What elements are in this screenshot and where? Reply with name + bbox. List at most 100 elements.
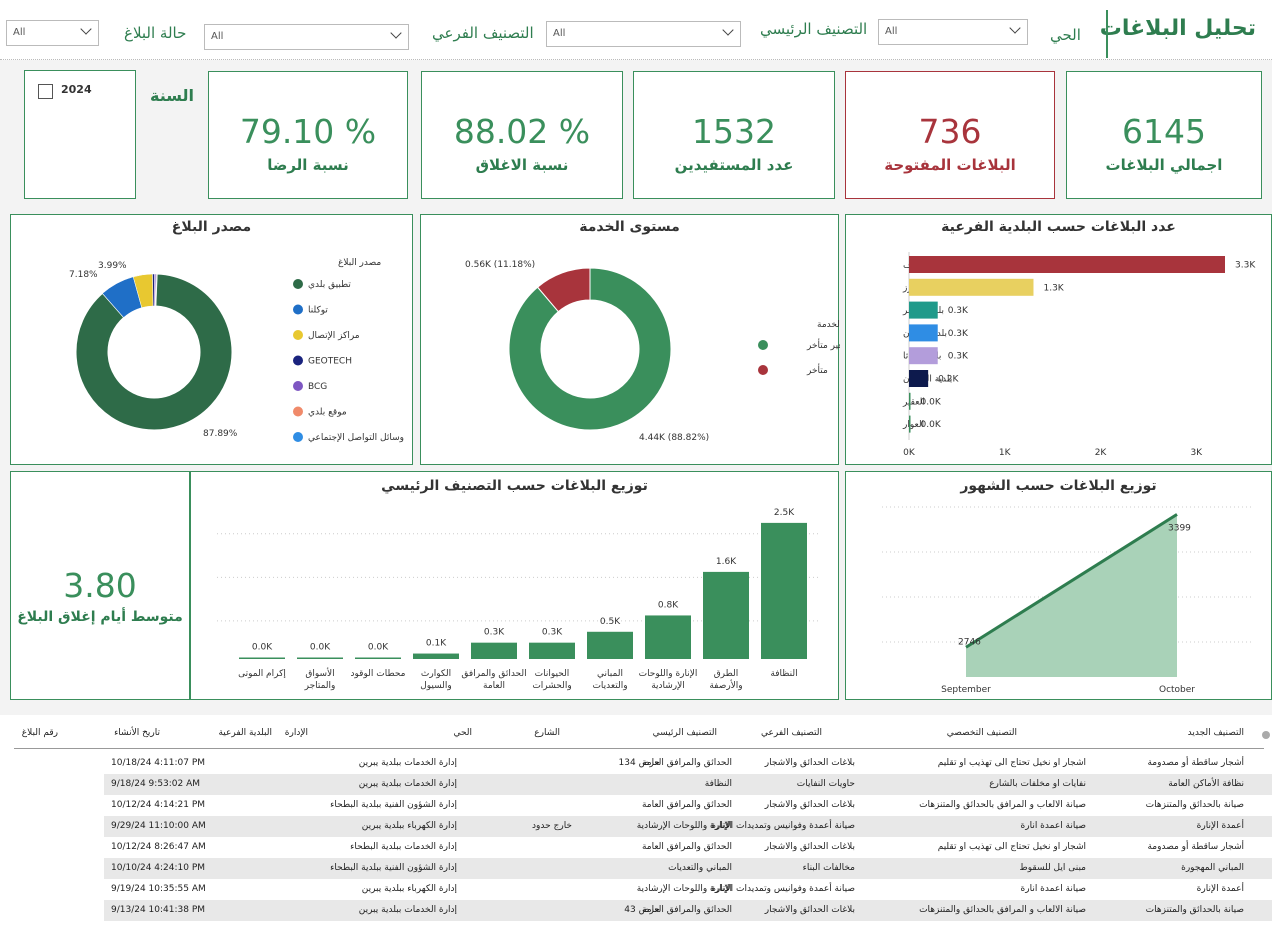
kpi-avg-days-card: 3.80 متوسط أيام إغلاق البلاغ (10, 471, 190, 700)
col-header-report-number[interactable]: رقم البلاغ (21, 728, 58, 738)
category-chart-card: توزيع البلاغات حسب التصنيف الرئيسي 2.5K ا… (190, 471, 839, 700)
table-row[interactable]: أشجار ساقطة أو مصدومة اشجار او نخيل تحتاج… (104, 837, 1272, 858)
legend-label: موقع بلدي (308, 408, 347, 418)
bar-value-label: 0.1K (426, 639, 447, 649)
col-header-main-category[interactable]: التصنيف الرئيسي (652, 728, 717, 738)
filter-value-district: All (885, 26, 898, 37)
table-cell-date: 10/10/24 4:24:10 PM (111, 863, 206, 873)
table-header-divider (14, 748, 1264, 749)
scroll-dot-icon[interactable] (1262, 731, 1270, 739)
x-tick-label: الطرق (714, 669, 739, 679)
table-cell-main: الحدائق والمرافق العامة (641, 800, 732, 810)
kpi-open-value: 736 (918, 112, 982, 151)
bar-value-label: 0.3K (484, 628, 505, 638)
table-cell-new: نظافة الأماكن العامة (1168, 779, 1244, 789)
filter-label-status: حالة البلاغ (124, 24, 187, 42)
table-cell-main: النظافة (704, 779, 732, 789)
table-cell-main: المباني والتعديات (668, 863, 732, 873)
year-checkbox[interactable] (38, 84, 53, 99)
chevron-down-icon (722, 24, 734, 36)
year-option-2024[interactable]: 2024 (61, 83, 92, 96)
col-header-admin[interactable]: الإدارة (284, 728, 308, 738)
table-cell-admin: إدارة الكهرباء ببلدية يبرين (361, 821, 457, 831)
legend-marker (293, 381, 303, 391)
bar (909, 324, 938, 342)
filter-select-status[interactable]: All (6, 20, 99, 46)
x-tick-label: والتعديات (592, 681, 627, 691)
col-header-street[interactable]: الشارع (534, 728, 560, 738)
x-tick-label: الحدائق والمرافق (461, 669, 526, 679)
year-label: السنة (150, 86, 195, 105)
table-cell-street: حرص 43 (624, 905, 660, 915)
table-cell-spec: صيانة اعمدة انارة (1020, 821, 1086, 831)
x-tick-label: September (941, 685, 991, 695)
table-row[interactable]: نظافة الأماكن العامة نفايات او مخلفات بال… (104, 774, 1272, 795)
col-header-municipality[interactable]: البلدية الفرعية (218, 728, 272, 738)
table-row[interactable]: المباني المهجورة مبنى ايل للسقوط مخالفات ا… (104, 858, 1272, 879)
chevron-down-icon (80, 23, 92, 35)
col-header-district[interactable]: الحي (453, 728, 472, 738)
filter-select-main-category[interactable]: All (546, 21, 741, 47)
col-header-sub-category[interactable]: التصنيف الفرعي (760, 728, 822, 738)
table-row[interactable]: صيانة بالحدائق والمتنزهات صيانة الالعاب و… (104, 795, 1272, 816)
table-cell-spec: اشجار او نخيل تحتاج الى تهذيب او تقليم (937, 758, 1086, 768)
bar (645, 615, 691, 659)
bar-category-label: العقير (902, 397, 925, 407)
x-tick-label: 3K (1190, 448, 1203, 458)
service-chart-card: مستوى الخدمة 0.56K (11.18%) 4.44K (88.82%… (420, 214, 840, 465)
kpi-satisfaction-label: نسبة الرضا (267, 156, 349, 174)
bar (909, 392, 911, 410)
table-cell-sub: بلاغات الحدائق والاشجار (764, 800, 855, 810)
table-row[interactable]: أعمدة الإنارة صيانة اعمدة انارة صيانة أعمد… (104, 816, 1272, 837)
table-cell-sub: مخالفات البناء (802, 863, 855, 873)
bar-category-label: العوار (902, 420, 924, 430)
bar-value-label: 0.0K (921, 420, 942, 430)
filter-label-district: الحي (1050, 26, 1081, 44)
area-fill (966, 514, 1177, 677)
table-cell-date: 9/18/24 9:53:02 AM (111, 779, 201, 789)
legend-label: مراكز الإتصال (308, 331, 360, 341)
table-cell-admin: إدارة الخدمات ببلدية يبرين (358, 905, 457, 915)
col-header-spec-category[interactable]: التصنيف التخصصي (946, 728, 1017, 738)
filter-select-district[interactable]: All (878, 19, 1028, 45)
municipality-chart-title: عدد البلاغات حسب البلدية الفرعية (941, 219, 1176, 235)
table-cell-admin: إدارة الخدمات ببلدية يبرين (358, 779, 457, 789)
months-area-chart: 2746 3399 September October (882, 506, 1251, 695)
col-header-date[interactable]: تاريخ الأنشاء (114, 728, 160, 738)
x-tick-label: والمتاجر (304, 681, 336, 691)
kpi-total-value: 6145 (1122, 112, 1206, 151)
table-cell-sub: بلاغات الحدائق والاشجار (764, 758, 855, 768)
table-cell-sub: صيانة أعمدة وفوانيس وتمديدات الإنارة (711, 821, 855, 831)
table-row[interactable]: أشجار ساقطة أو مصدومة اشجار او نخيل تحتاج… (104, 753, 1272, 774)
table-row[interactable]: أعمدة الإنارة صيانة اعمدة انارة صيانة أعمد… (104, 879, 1272, 900)
table-cell-admin: إدارة الشؤون الفنية ببلدية البطحاء (330, 863, 457, 873)
kpi-avg-days-label: متوسط أيام إغلاق البلاغ (17, 609, 183, 625)
bar-value-label: 0.3K (948, 306, 969, 316)
x-tick-label: 2K (1095, 448, 1108, 458)
x-tick-label: والأرصفة (709, 679, 742, 691)
x-tick-label: المباني (597, 669, 623, 679)
table-cell-date: 9/19/24 10:35:55 AM (111, 884, 206, 894)
col-header-new-category[interactable]: التصنيف الجديد (1187, 728, 1244, 738)
bar (703, 571, 749, 659)
x-tick-label: الكوارث (421, 669, 451, 679)
table-row[interactable]: صيانة بالحدائق والمتنزهات صيانة الالعاب و… (104, 900, 1272, 921)
table-cell-new: أشجار ساقطة أو مصدومة (1147, 758, 1244, 768)
x-tick-label: محطات الوقود (351, 669, 406, 679)
donut-slice (508, 267, 672, 431)
header-bar: تحليل البلاغات الحي All التصنيف الرئيسي … (0, 0, 1272, 60)
page-title: تحليل البلاغات (1099, 16, 1256, 41)
filter-select-sub-category[interactable]: All (204, 24, 409, 50)
bar (355, 657, 401, 659)
x-tick-label: الإرشادية (651, 681, 685, 691)
legend-label: تطبيق بلدي (308, 280, 351, 290)
bar-value-label: 0.0K (368, 643, 389, 653)
kpi-satisfaction-value: 79.10 % (239, 112, 377, 151)
table-cell-main: الإنارة واللوحات الإرشادية (636, 884, 732, 894)
table-cell-spec: نفايات او مخلفات بالشارع (989, 779, 1086, 789)
legend-title: مصدر البلاغ (338, 258, 381, 268)
service-donut: 0.56K (11.18%) 4.44K (88.82%) مستوى الخدمة… (465, 260, 840, 443)
series-line (965, 513, 1178, 649)
table-cell-spec: صيانة الالعاب و المرافق بالحدائق والمتنز… (919, 905, 1086, 915)
